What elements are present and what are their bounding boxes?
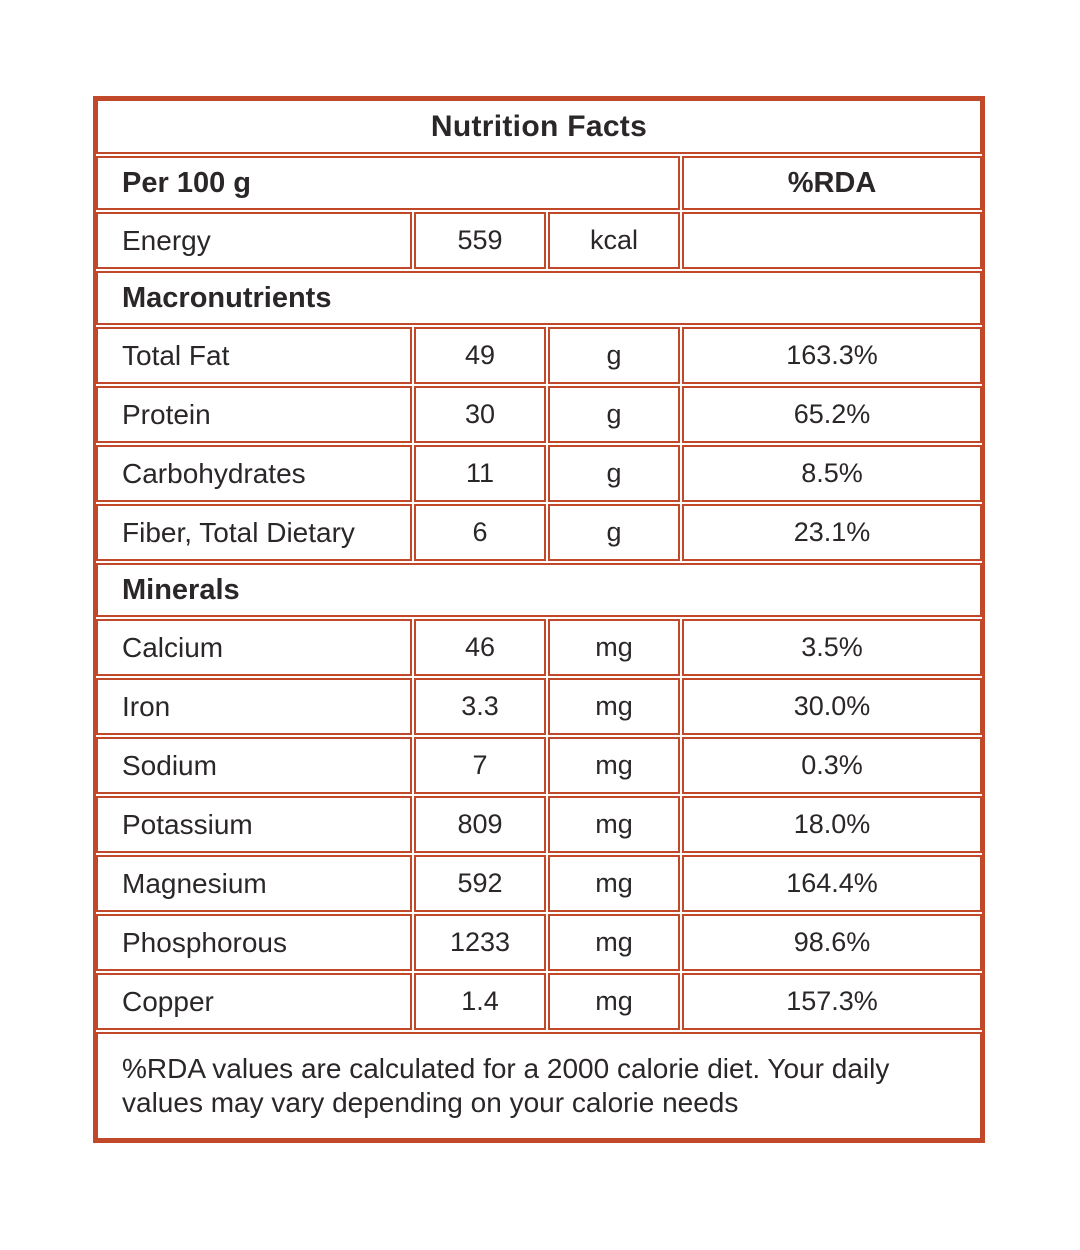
nutrient-unit: mg <box>548 737 680 794</box>
serving-size-header: Per 100 g <box>96 156 680 210</box>
nutrient-name: Magnesium <box>96 855 412 912</box>
nutrient-rda-percent: 65.2% <box>682 386 982 443</box>
section-header: Macronutrients <box>96 271 982 325</box>
nutrient-name: Carbohydrates <box>96 445 412 502</box>
nutrient-name: Total Fat <box>96 327 412 384</box>
energy-row-value: 559 <box>414 212 546 269</box>
nutrient-unit: mg <box>548 796 680 853</box>
table-title: Nutrition Facts <box>96 99 982 154</box>
nutrient-name: Protein <box>96 386 412 443</box>
energy-row-unit: kcal <box>548 212 680 269</box>
nutrient-unit: g <box>548 327 680 384</box>
nutrient-rda-percent: 30.0% <box>682 678 982 735</box>
nutrient-unit: mg <box>548 619 680 676</box>
nutrient-value: 49 <box>414 327 546 384</box>
nutrient-rda-percent: 0.3% <box>682 737 982 794</box>
energy-row-name: Energy <box>96 212 412 269</box>
nutrient-name: Potassium <box>96 796 412 853</box>
nutrition-table: Nutrition Facts Per 100 g %RDA Energy 55… <box>96 99 982 1140</box>
nutrient-unit: g <box>548 445 680 502</box>
rda-disclaimer-note: %RDA values are calculated for a 2000 ca… <box>96 1032 982 1140</box>
nutrient-unit: mg <box>548 855 680 912</box>
nutrient-value: 7 <box>414 737 546 794</box>
nutrient-rda-percent: 18.0% <box>682 796 982 853</box>
nutrient-rda-percent: 3.5% <box>682 619 982 676</box>
nutrient-unit: mg <box>548 914 680 971</box>
nutrient-unit: mg <box>548 973 680 1030</box>
rda-column-header: %RDA <box>682 156 982 210</box>
nutrient-unit: mg <box>548 678 680 735</box>
nutrient-value: 3.3 <box>414 678 546 735</box>
nutrient-value: 46 <box>414 619 546 676</box>
nutrient-value: 809 <box>414 796 546 853</box>
nutrient-name: Iron <box>96 678 412 735</box>
nutrient-rda-percent: 164.4% <box>682 855 982 912</box>
nutrition-facts-label: Nutrition Facts Per 100 g %RDA Energy 55… <box>93 96 985 1143</box>
nutrient-rda-percent: 163.3% <box>682 327 982 384</box>
nutrient-name: Fiber, Total Dietary <box>96 504 412 561</box>
nutrient-rda-percent: 23.1% <box>682 504 982 561</box>
nutrient-value: 1233 <box>414 914 546 971</box>
nutrient-value: 6 <box>414 504 546 561</box>
section-header: Minerals <box>96 563 982 617</box>
nutrient-name: Phosphorous <box>96 914 412 971</box>
nutrient-rda-percent: 8.5% <box>682 445 982 502</box>
nutrient-name: Calcium <box>96 619 412 676</box>
nutrient-value: 11 <box>414 445 546 502</box>
energy-row-rda <box>682 212 982 269</box>
nutrient-unit: g <box>548 386 680 443</box>
nutrient-name: Sodium <box>96 737 412 794</box>
nutrient-rda-percent: 98.6% <box>682 914 982 971</box>
nutrient-name: Copper <box>96 973 412 1030</box>
nutrient-value: 30 <box>414 386 546 443</box>
nutrient-value: 1.4 <box>414 973 546 1030</box>
nutrient-value: 592 <box>414 855 546 912</box>
nutrient-unit: g <box>548 504 680 561</box>
nutrient-rda-percent: 157.3% <box>682 973 982 1030</box>
